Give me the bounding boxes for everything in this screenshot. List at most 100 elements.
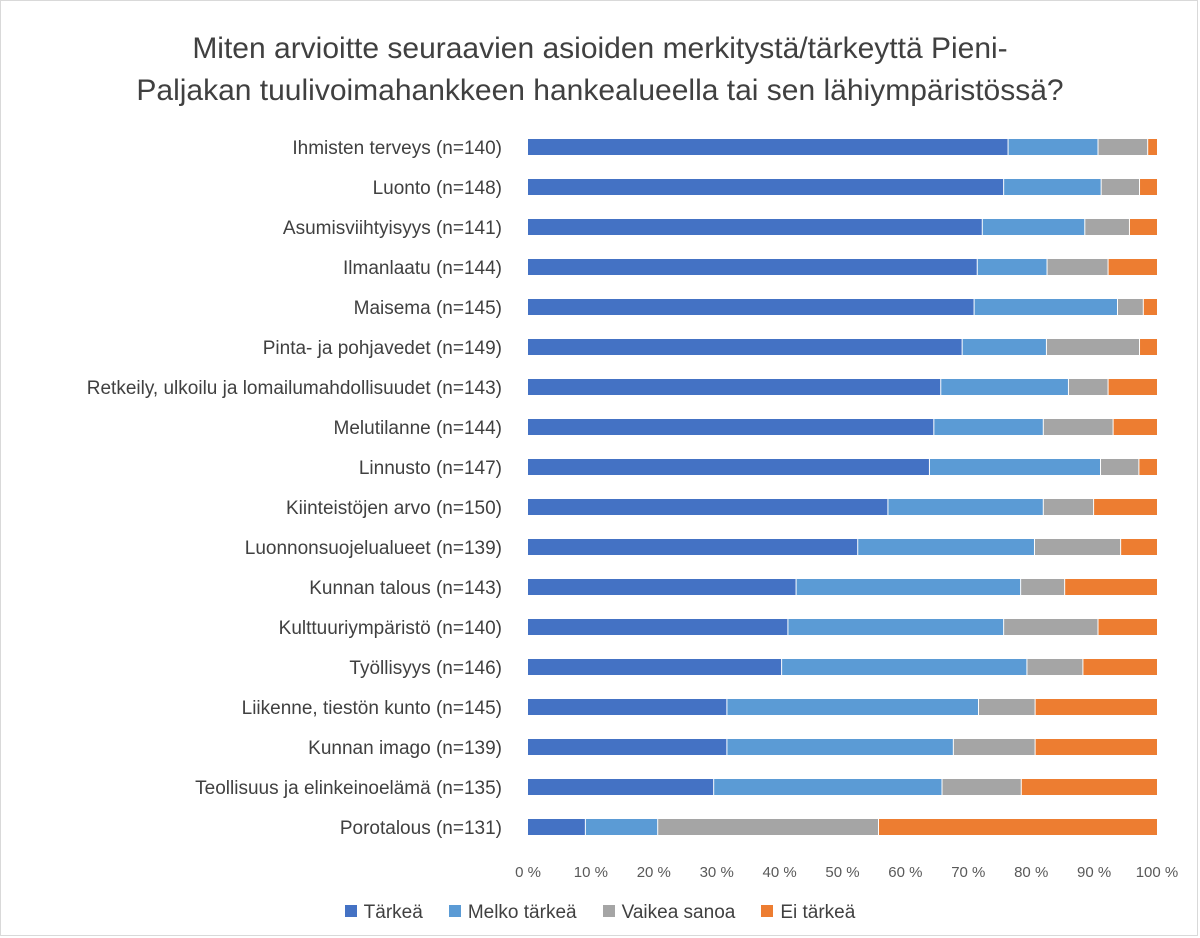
bar-segment — [528, 499, 888, 515]
bar-segment — [1121, 539, 1157, 555]
bar-segment — [878, 819, 1157, 835]
bar-segment — [1047, 259, 1108, 275]
bar-segment — [1027, 659, 1083, 675]
x-tick-label: 60 % — [888, 864, 922, 881]
chart-title-line-1: Miten arvioitte seuraavien asioiden merk… — [192, 32, 1008, 65]
category-label: Teollisuus ja elinkeinoelämä (n=135) — [195, 778, 502, 799]
bar-segment — [1139, 459, 1157, 475]
category-label: Retkeily, ulkoilu ja lomailumahdollisuud… — [87, 378, 502, 399]
legend-item: Ei tärkeä — [761, 902, 855, 924]
category-label: Luonto (n=148) — [373, 178, 502, 199]
x-tick-label: 10 % — [574, 864, 608, 881]
bar-segment — [1140, 339, 1157, 355]
chart-title-line-2: Paljakan tuulivoimahankkeen hankealueell… — [136, 74, 1064, 107]
category-labels: Ihmisten terveys (n=140) Luonto (n=148) As… — [87, 138, 502, 839]
chart-title: Miten arvioitte seuraavien asioiden merk… — [0, 28, 1200, 112]
bar-segment — [1113, 419, 1157, 435]
bar-segment — [1101, 459, 1139, 475]
chart-legend: Tärkeä Melko tärkeä Vaikea sanoa Ei tärkeä — [0, 902, 1200, 924]
bar-segment — [1043, 419, 1113, 435]
bar-segment — [528, 299, 974, 315]
x-tick-label: 20 % — [637, 864, 671, 881]
x-tick-label: 70 % — [951, 864, 985, 881]
bar-segment — [528, 819, 585, 835]
category-label: Kulttuuriympäristö (n=140) — [279, 618, 502, 639]
bar-segment — [528, 739, 727, 755]
category-label: Maisema (n=145) — [354, 298, 502, 319]
category-label: Liikenne, tiestön kunto (n=145) — [242, 698, 502, 719]
bar-segment — [796, 579, 1021, 595]
bar-segment — [658, 819, 878, 835]
bar-segment — [929, 459, 1101, 475]
bar-segment — [1098, 619, 1157, 635]
bar-segment — [941, 379, 1068, 395]
bar-segment — [1108, 379, 1157, 395]
bar-segment — [1083, 659, 1157, 675]
legend-swatch — [448, 905, 461, 917]
bar-segment — [1035, 739, 1157, 755]
bar-segment — [1008, 139, 1098, 155]
legend-label: Tärkeä — [363, 902, 423, 923]
bar-segment — [528, 339, 962, 355]
bar-segment — [858, 539, 1034, 555]
x-axis-tick-labels: 0 % 10 % 20 % 30 % 40 % 50 % 60 % 70 % 80 % 90 % 1… — [515, 864, 1178, 881]
bar-segment — [1140, 179, 1157, 195]
legend-label: Vaikea sanoa — [621, 902, 736, 923]
bar-segment — [1034, 539, 1121, 555]
legend-label: Melko tärkeä — [467, 902, 577, 923]
bar-segment — [977, 259, 1047, 275]
legend-label: Ei tärkeä — [780, 902, 856, 923]
bar-segment — [942, 779, 1021, 795]
category-label: Kunnan talous (n=143) — [309, 578, 502, 599]
category-label: Ilmanlaatu (n=144) — [343, 258, 502, 279]
category-label: Luonnonsuojelualueet (n=139) — [245, 538, 502, 559]
bar-segment — [1085, 219, 1129, 235]
bar-segment — [978, 699, 1035, 715]
legend-item: Vaikea sanoa — [602, 902, 736, 924]
bar-segment — [1094, 499, 1157, 515]
bar-segment — [1068, 379, 1108, 395]
bar-segment — [962, 339, 1046, 355]
category-label: Melutilanne (n=144) — [334, 418, 502, 439]
bar-segment — [1004, 619, 1098, 635]
category-label: Pinta- ja pohjavedet (n=149) — [263, 338, 502, 359]
bar-segment — [727, 739, 953, 755]
bar-segment — [528, 139, 1008, 155]
bar-segment — [1143, 299, 1157, 315]
legend-swatch — [344, 905, 357, 917]
bar-segment — [714, 779, 942, 795]
bar-segment — [953, 739, 1035, 755]
bar-segment — [528, 459, 929, 475]
x-tick-label: 0 % — [515, 864, 541, 881]
bar-segment — [782, 659, 1027, 675]
bar-segment — [1129, 219, 1157, 235]
x-tick-label: 80 % — [1014, 864, 1048, 881]
bar-segment — [1021, 579, 1065, 595]
bar-segment — [788, 619, 1004, 635]
x-tick-label: 50 % — [825, 864, 859, 881]
bar-segment — [528, 579, 796, 595]
bar-segment — [1148, 139, 1157, 155]
bar-segment — [1004, 179, 1101, 195]
category-label: Linnusto (n=147) — [359, 458, 502, 479]
bar-segment — [1098, 139, 1148, 155]
bar-segment — [1021, 779, 1157, 795]
bar-segment — [528, 419, 934, 435]
bar-segment — [1046, 339, 1140, 355]
bar-segment — [528, 219, 982, 235]
bar-segment — [1118, 299, 1143, 315]
bar-segment — [1108, 259, 1157, 275]
bar-segment — [528, 659, 782, 675]
category-label: Porotalous (n=131) — [340, 818, 502, 839]
category-label: Ihmisten terveys (n=140) — [292, 138, 502, 159]
x-tick-label: 30 % — [700, 864, 734, 881]
bar-segment — [528, 699, 727, 715]
legend-item: Tärkeä — [344, 902, 423, 924]
bar-segment — [528, 619, 788, 635]
bar-segment — [528, 259, 977, 275]
category-label: Kiinteistöjen arvo (n=150) — [286, 498, 502, 519]
legend-item: Melko tärkeä — [448, 902, 577, 924]
bar-segment — [528, 779, 714, 795]
